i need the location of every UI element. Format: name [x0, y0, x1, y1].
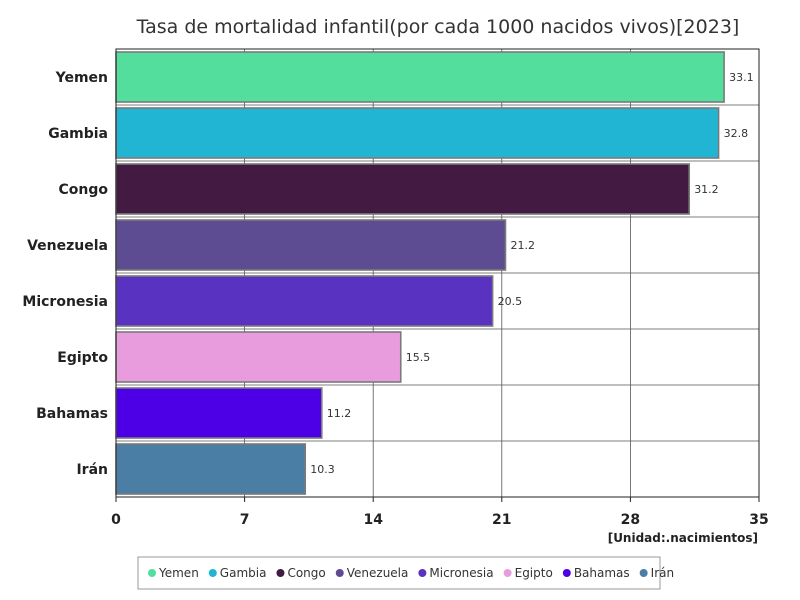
- plot-frame: [115, 48, 760, 498]
- legend-box: [137, 556, 661, 590]
- legend-marker: [208, 569, 217, 577]
- labels: 0 7 14 21 28 35 Yemen 33.1 Gambia 32.8 Congo 31.2 Ve…: [22, 70, 768, 528]
- bar: [115, 163, 690, 215]
- data-label: 33.1: [729, 71, 754, 84]
- data-label: 31.2: [694, 183, 719, 196]
- legend-marker: [335, 569, 344, 577]
- data-label: 11.2: [327, 407, 352, 420]
- category-label: Venezuela: [27, 238, 108, 254]
- category-label: Micronesia: [22, 294, 108, 310]
- data-label: 21.2: [510, 239, 534, 252]
- x-tick-label: 14: [363, 512, 383, 528]
- category-label: Bahamas: [36, 406, 108, 422]
- x-tick-label: 0: [111, 512, 121, 528]
- legend-marker: [503, 569, 512, 577]
- bar: [115, 219, 507, 271]
- legend-label: Bahamas: [574, 566, 630, 580]
- x-tick-label: 7: [240, 512, 250, 528]
- category-label: Gambia: [48, 126, 108, 142]
- legend-marker: [562, 569, 571, 577]
- bar: [115, 275, 494, 327]
- legend-label: Irán: [651, 566, 674, 580]
- bar: [115, 331, 402, 383]
- data-label: 15.5: [406, 351, 431, 364]
- bar: [115, 387, 323, 439]
- data-label: 10.3: [310, 463, 335, 476]
- unit-label: [Unidad:.nacimientos]: [608, 531, 758, 545]
- legend-marker: [639, 569, 648, 577]
- category-label: Egipto: [57, 350, 108, 366]
- category-label: Congo: [59, 182, 109, 198]
- category-label: Yemen: [55, 70, 108, 86]
- x-tick-label: 28: [621, 512, 640, 528]
- legend-label: Gambia: [220, 566, 267, 580]
- x-tick-label: 35: [749, 512, 768, 528]
- legend-marker: [148, 569, 156, 577]
- legend-label: Venezuela: [347, 566, 409, 580]
- legend-label: Yemen: [158, 566, 199, 580]
- data-label: 20.5: [498, 295, 522, 308]
- bar: [115, 51, 725, 103]
- bars: [115, 51, 725, 495]
- bar: [115, 443, 307, 495]
- chart-title: Tasa de mortalidad infantil(por cada 100…: [136, 16, 740, 38]
- legend-marker: [276, 569, 285, 577]
- category-label: Irán: [76, 462, 108, 478]
- legend-marker: [418, 569, 427, 577]
- bar: [115, 107, 720, 159]
- legend-label: Micronesia: [429, 566, 493, 580]
- legend: Yemen Gambia Congo Venezuela Micronesia Egipt…: [137, 556, 674, 590]
- legend-label: Congo: [287, 566, 325, 580]
- x-tick-label: 21: [492, 512, 511, 528]
- data-label: 32.8: [724, 127, 749, 140]
- legend-label: Egipto: [515, 566, 553, 580]
